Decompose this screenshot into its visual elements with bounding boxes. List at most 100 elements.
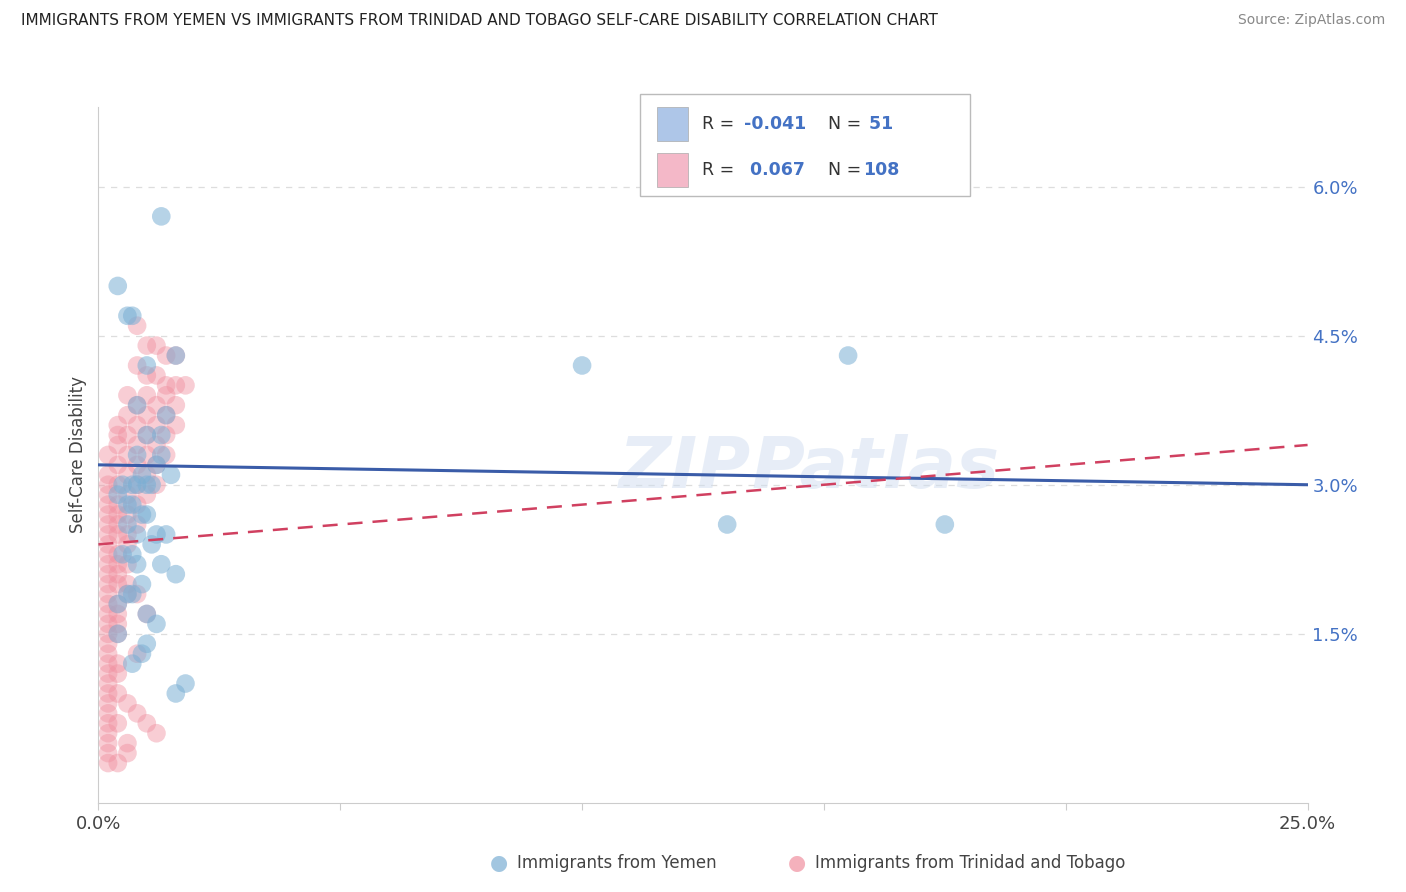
Point [121, 547, 143, 561]
Point [107, 597, 129, 611]
Point [117, 527, 139, 541]
Point [107, 527, 129, 541]
Text: Source: ZipAtlas.com: Source: ZipAtlas.com [1237, 13, 1385, 28]
Point [107, 666, 129, 681]
Point [135, 428, 157, 442]
Point [155, 349, 177, 363]
Point [135, 368, 157, 383]
Point [97, 547, 120, 561]
Point [107, 616, 129, 631]
Point [141, 477, 163, 491]
Point [127, 359, 149, 373]
Point [145, 368, 167, 383]
Point [571, 359, 593, 373]
Text: -0.041: -0.041 [744, 115, 806, 133]
Y-axis label: Self-Care Disability: Self-Care Disability [69, 376, 87, 533]
Point [107, 279, 129, 293]
Point [135, 467, 157, 482]
Point [165, 686, 187, 700]
Point [135, 508, 157, 522]
Text: Immigrants from Trinidad and Tobago: Immigrants from Trinidad and Tobago [815, 855, 1126, 872]
Point [107, 627, 129, 641]
Point [837, 349, 859, 363]
Point [127, 458, 149, 472]
Point [97, 647, 120, 661]
Point [155, 527, 177, 541]
Point [174, 378, 197, 392]
Point [155, 378, 177, 392]
Point [127, 438, 149, 452]
Point [127, 558, 149, 572]
Point [117, 577, 139, 591]
Point [117, 587, 139, 601]
Point [97, 537, 120, 551]
Point [934, 517, 956, 532]
Point [135, 408, 157, 422]
Point [145, 477, 167, 491]
Point [135, 488, 157, 502]
Point [97, 517, 120, 532]
Point [97, 716, 120, 731]
Point [121, 657, 143, 671]
Point [145, 458, 167, 472]
Point [127, 318, 149, 333]
Text: Patlas: Patlas [751, 434, 1000, 503]
Point [107, 508, 129, 522]
Point [141, 537, 163, 551]
Point [97, 616, 120, 631]
Point [97, 657, 120, 671]
Point [127, 418, 149, 433]
Point [155, 408, 177, 422]
Text: 51: 51 [863, 115, 894, 133]
Point [145, 398, 167, 412]
Point [155, 428, 177, 442]
Point [127, 517, 149, 532]
Point [107, 438, 129, 452]
Point [97, 498, 120, 512]
Point [145, 438, 167, 452]
Point [107, 558, 129, 572]
Point [107, 716, 129, 731]
Point [121, 587, 143, 601]
Point [107, 547, 129, 561]
Point [135, 637, 157, 651]
Point [97, 676, 120, 690]
Point [97, 637, 120, 651]
Point [127, 498, 149, 512]
Point [165, 398, 187, 412]
Point [127, 448, 149, 462]
Point [131, 508, 153, 522]
Point [150, 210, 173, 224]
Point [145, 616, 167, 631]
Point [127, 398, 149, 412]
Point [107, 488, 129, 502]
Point [117, 467, 139, 482]
Point [107, 477, 129, 491]
Point [107, 577, 129, 591]
Point [97, 746, 120, 760]
Text: ●: ● [491, 854, 508, 873]
Point [150, 558, 173, 572]
Point [107, 458, 129, 472]
Point [165, 567, 187, 582]
Point [97, 706, 120, 721]
Point [117, 388, 139, 402]
Point [117, 558, 139, 572]
Text: IMMIGRANTS FROM YEMEN VS IMMIGRANTS FROM TRINIDAD AND TOBAGO SELF-CARE DISABILIT: IMMIGRANTS FROM YEMEN VS IMMIGRANTS FROM… [21, 13, 938, 29]
Point [107, 657, 129, 671]
Point [111, 477, 134, 491]
Point [117, 508, 139, 522]
Point [97, 577, 120, 591]
Point [107, 418, 129, 433]
Point [97, 567, 120, 582]
Point [135, 359, 157, 373]
Point [97, 508, 120, 522]
Point [117, 587, 139, 601]
Text: 0.067: 0.067 [744, 161, 804, 179]
Point [97, 756, 120, 770]
Point [155, 408, 177, 422]
Point [117, 408, 139, 422]
Point [165, 378, 187, 392]
Text: ZIP: ZIP [619, 434, 751, 503]
Point [145, 418, 167, 433]
